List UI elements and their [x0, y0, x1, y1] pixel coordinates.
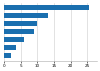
Bar — [4, 53, 11, 58]
Bar — [4, 13, 48, 18]
Bar — [4, 45, 16, 50]
Bar — [4, 5, 89, 10]
Bar — [4, 21, 37, 26]
Bar — [4, 37, 24, 42]
Bar — [4, 29, 34, 34]
